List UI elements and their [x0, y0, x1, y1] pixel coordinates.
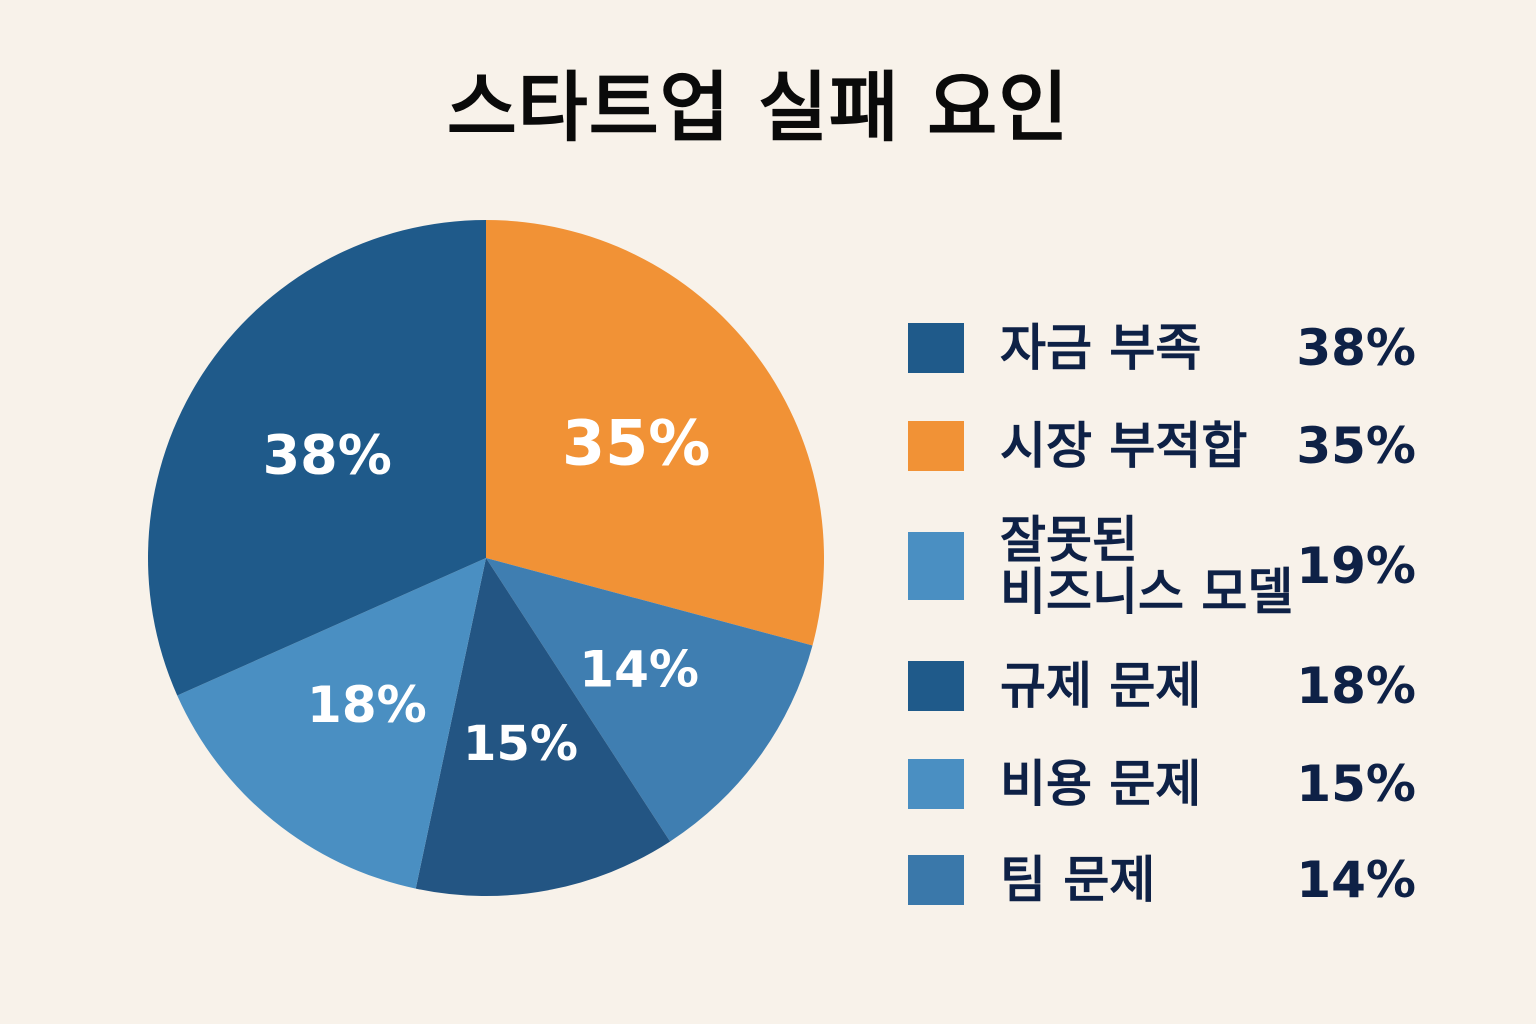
legend-item: 시장 부적합 35% [908, 418, 1448, 474]
legend-value: 15% [1296, 755, 1416, 813]
legend-swatch [908, 661, 964, 711]
pie-slice-label-4: 15% [463, 716, 578, 772]
pie-slice-label-2: 35% [562, 406, 710, 479]
legend-value: 38% [1296, 319, 1416, 377]
pie-slice-label-3: 14% [579, 640, 699, 698]
legend-label: 팀 문제 [1000, 851, 1156, 909]
legend-label: 규제 문제 [1000, 657, 1202, 715]
legend-swatch [908, 421, 964, 471]
legend-swatch [908, 532, 964, 600]
pie-slice-4 [415, 558, 671, 896]
legend-label: 시장 부적합 [1000, 417, 1248, 475]
legend-item: 잘못된 비즈니스 모델 19% [908, 511, 1448, 621]
pie-slice-3 [486, 558, 813, 842]
legend-value: 14% [1296, 851, 1416, 909]
pie-slice-label-5: 18% [307, 676, 427, 734]
legend-swatch [908, 759, 964, 809]
legend-swatch [908, 855, 964, 905]
legend-item: 규제 문제 18% [908, 658, 1448, 714]
legend-label: 비용 문제 [1000, 755, 1202, 813]
legend-value: 18% [1296, 657, 1416, 715]
pie-slice-label-1: 38% [263, 423, 392, 486]
legend-label: 잘못된 비즈니스 모델 [1000, 511, 1294, 621]
legend-item: 팀 문제 14% [908, 852, 1448, 908]
legend-item: 자금 부족 38% [908, 320, 1448, 376]
chart-title: 스타트업 실패 요인 [446, 63, 1070, 152]
legend-value: 19% [1296, 537, 1416, 595]
pie-slice-5 [177, 558, 487, 889]
legend-item: 비용 문제 15% [908, 756, 1448, 812]
legend-swatch [908, 323, 964, 373]
pie-slice-2 [486, 220, 824, 646]
pie-slice-1 [147, 220, 486, 696]
legend-label: 자금 부족 [1000, 319, 1202, 377]
legend-value: 35% [1296, 417, 1416, 475]
